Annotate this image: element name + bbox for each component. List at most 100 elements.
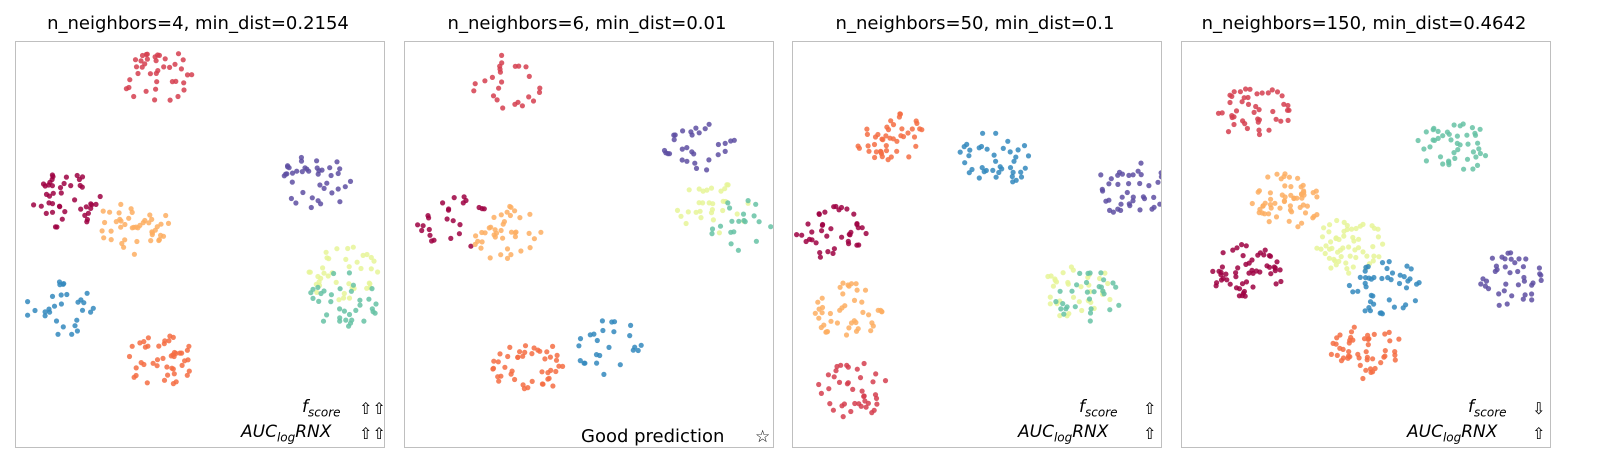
scatter-point [854,242,860,248]
scatter-point [1382,348,1388,354]
scatter-point [328,292,334,298]
scatter-point [836,379,843,385]
scatter-point [341,308,347,314]
scatter-point [145,335,151,341]
scatter-point [1386,329,1392,335]
scatter-point [1327,246,1333,252]
scatter-point [1333,235,1339,242]
scatter-point [1454,133,1460,139]
panel-title: n_neighbors=50, min_dist=0.1 [835,13,1115,34]
scatter-point [1243,243,1249,249]
scatter-point [1247,86,1253,92]
scatter-point [49,172,56,178]
scatter-point [333,279,339,285]
scatter-point [286,165,292,171]
scatter-point [1225,129,1232,135]
scatter-point [320,318,327,324]
scatter-point [1065,281,1071,287]
scatter-point [805,221,811,227]
scatter-point [1242,121,1248,127]
scatter-point [321,185,327,191]
scatter-point [967,147,973,153]
scatter-point [1013,177,1019,183]
scatter-point [577,336,584,342]
scatter-point [325,273,331,279]
scatter-point [373,301,379,307]
scatter-point [827,310,833,317]
scatter-point [817,254,823,260]
scatter-point [1256,131,1263,138]
scatter-point [345,245,351,252]
scatter-point [1362,308,1368,314]
scatter-point [734,211,740,217]
scatter-point [709,231,715,237]
scatter-point [981,169,987,175]
scatter-point [139,52,146,59]
scatter-point [471,88,477,94]
scatter-point [1536,265,1542,271]
scatter-point [813,240,819,246]
scatter-point [343,317,349,323]
scatter-point [473,233,479,239]
scatter-point [839,234,845,240]
scatter-point [1273,214,1280,220]
scatter-point [1245,101,1252,107]
scatter-point [809,229,815,235]
scatter-point [140,220,146,226]
scatter-point [122,237,128,243]
scatter-point [138,360,144,366]
scatter-point [512,376,518,383]
scatter-point [692,160,698,166]
scatter-point [519,103,525,109]
scatter-point [914,120,920,126]
scatter-point [1328,351,1334,357]
scatter-point [665,151,671,157]
scatter-point [1285,117,1291,123]
scatter-point [1349,226,1355,232]
scatter-point [1022,165,1028,171]
scatter-point [617,362,623,368]
scatter-point [61,281,67,287]
scatter-point [457,222,463,228]
scatter-point [1365,342,1371,348]
scatter-point [1470,149,1476,155]
scatter-point [1421,146,1427,152]
scatter-point [1261,252,1267,258]
scatter-point [1138,160,1144,166]
scatter-point [1100,288,1106,294]
scatter-point [1346,270,1352,276]
scatter-point [370,309,376,315]
scatter-point [1464,156,1471,162]
scatter-point [1503,281,1509,287]
scatter-point [1100,188,1106,194]
scatter-point [180,57,186,63]
scatter-point [146,220,152,226]
scatter-point [816,315,822,321]
scatter-plot: fscore ⇧ AUClogRNX ⇧ [792,41,1162,448]
panel-title: n_neighbors=150, min_dist=0.4642 [1201,13,1527,34]
scatter-point [1086,296,1093,302]
scatter-point [890,122,897,128]
scatter-point [504,255,511,261]
scatter-point [698,215,704,221]
scatter-point [1451,150,1457,156]
scatter-point [1021,143,1028,149]
scatter-point [858,403,864,409]
scatter-point [1277,267,1283,273]
scatter-point [704,167,710,173]
scatter-point [1084,289,1090,295]
scatter-point [144,380,150,386]
scatter-point [1493,263,1499,269]
scatter-point [1321,225,1327,231]
scatter-point [479,229,485,236]
scatter-point [887,135,893,141]
scatter-point [309,195,315,201]
scatter-point [179,362,185,368]
scatter-point [289,179,295,185]
scatter-point [316,298,322,304]
scatter-point [1363,349,1369,355]
scatter-point [170,334,176,340]
scatter-point [142,61,148,67]
scatter-point [1313,188,1319,194]
scatter-point [522,343,529,349]
